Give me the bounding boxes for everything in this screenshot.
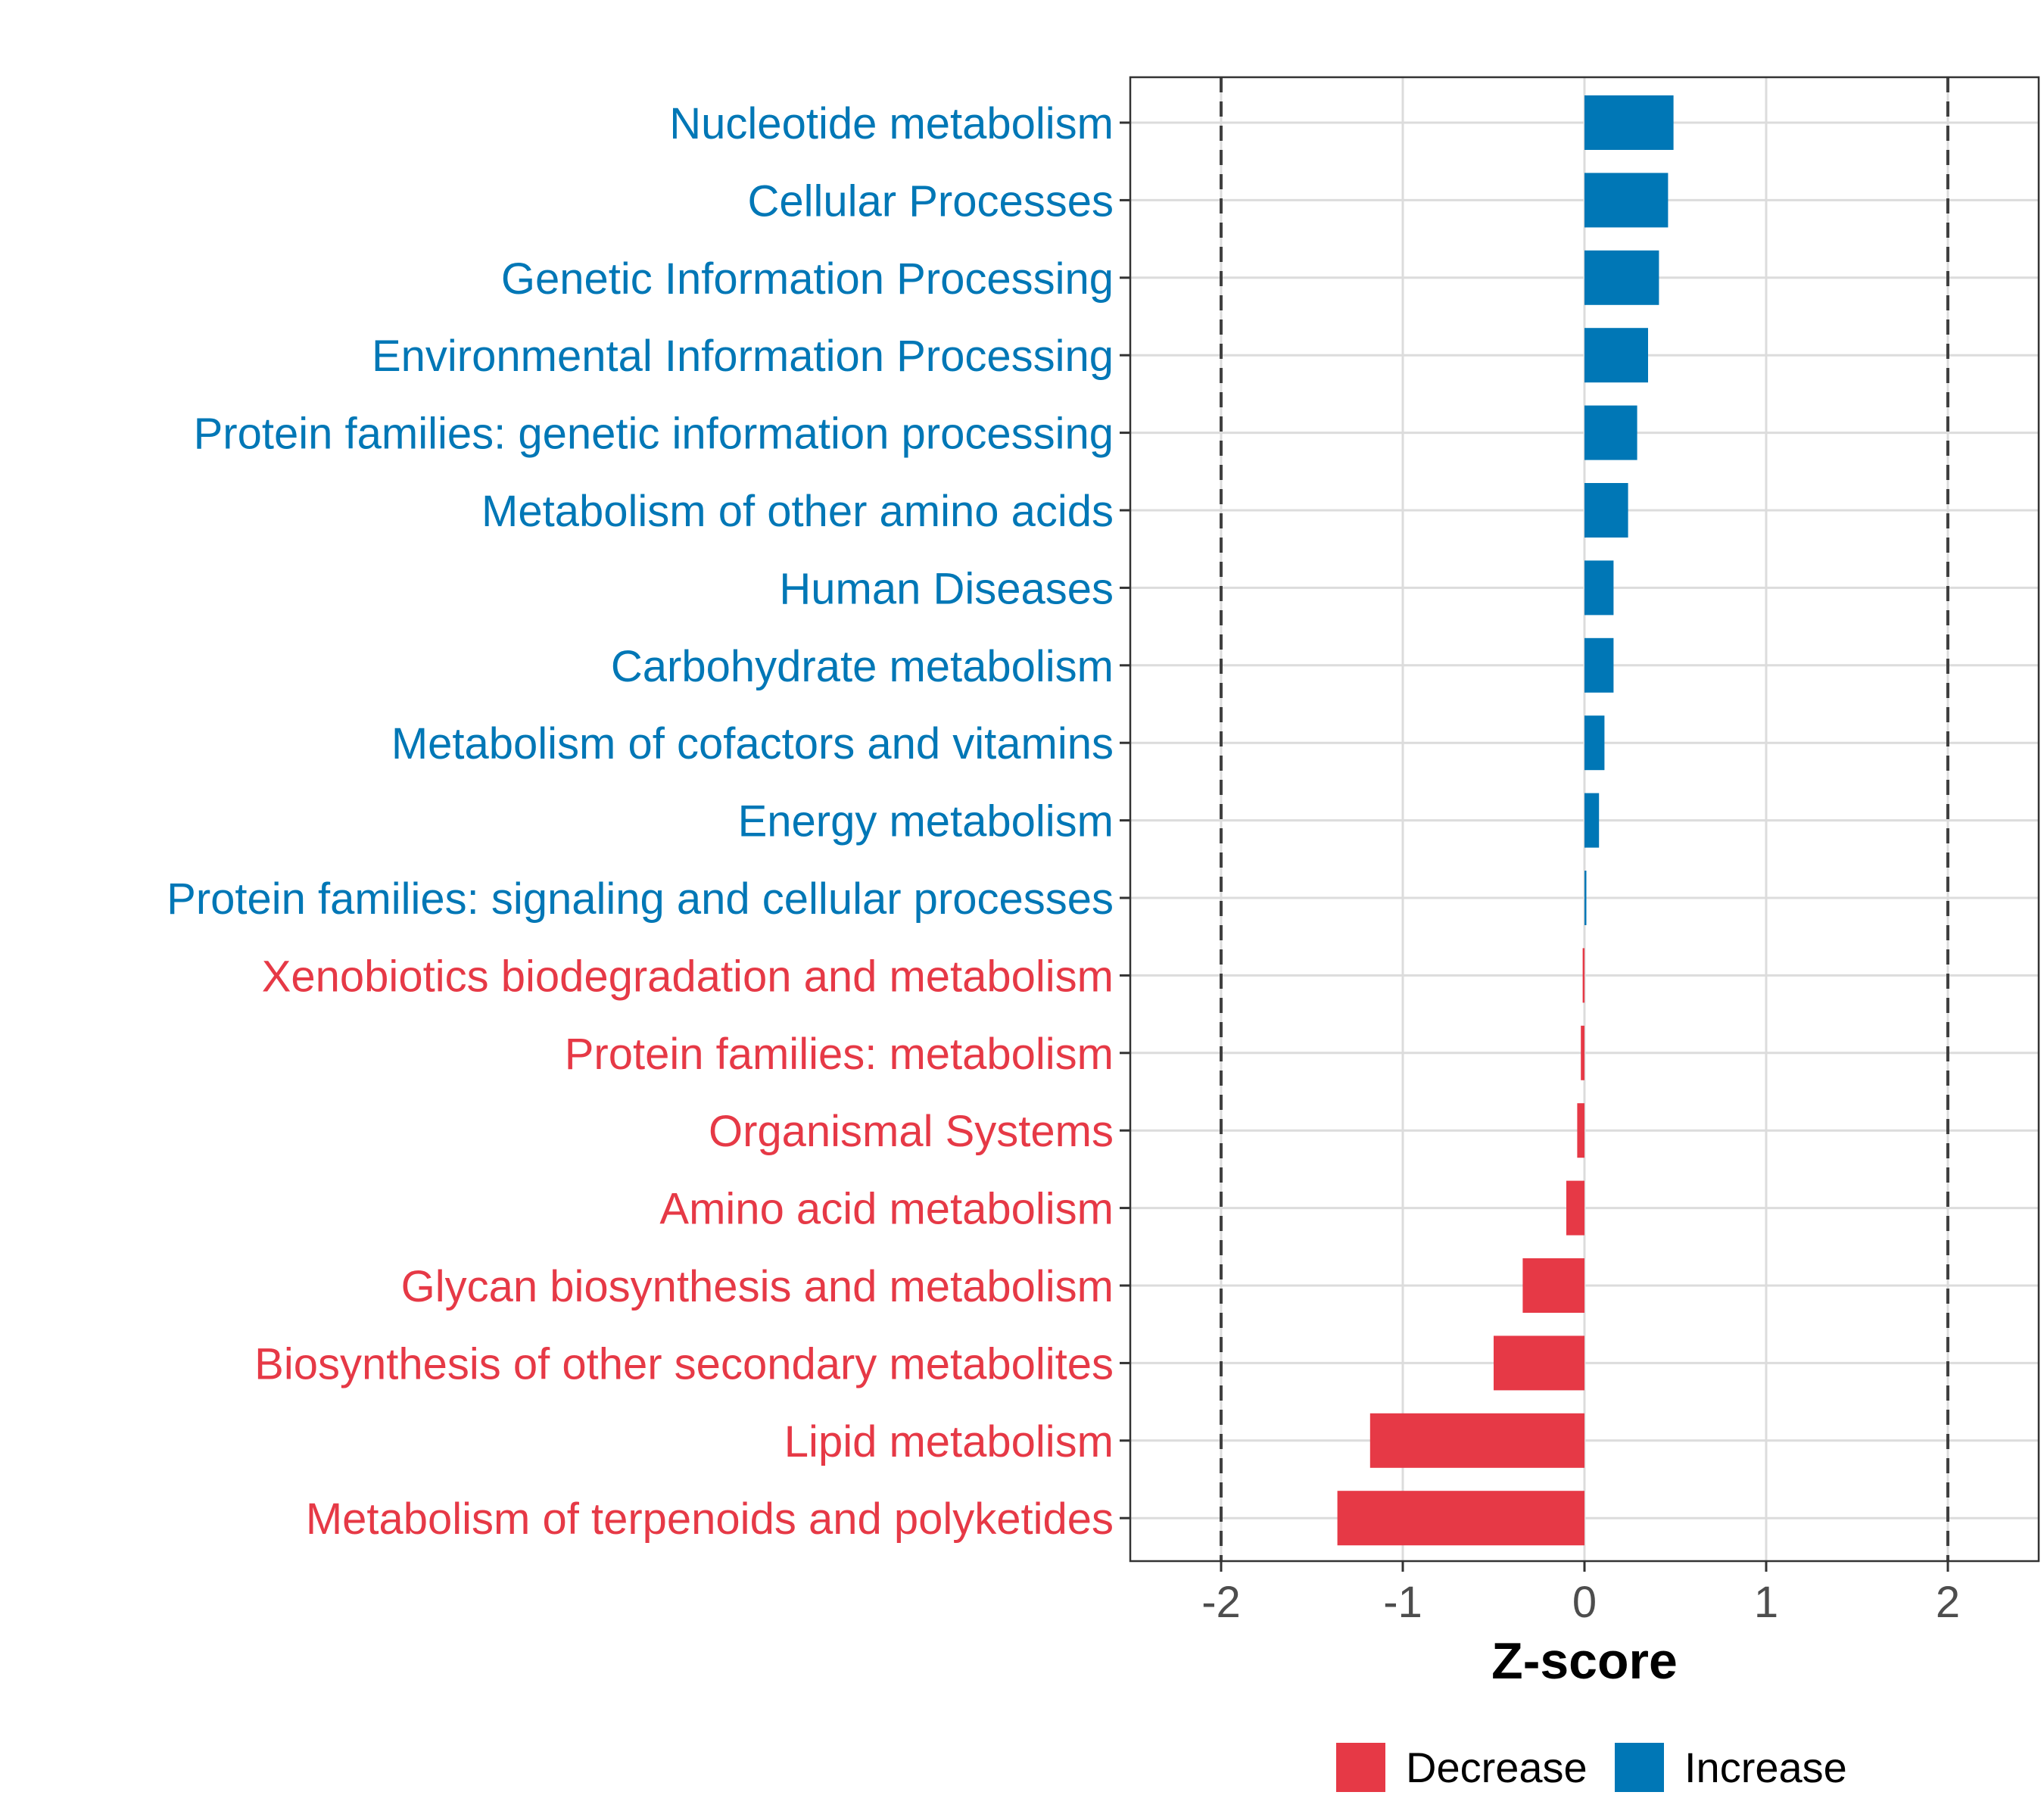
legend-label-decrease: Decrease xyxy=(1406,1744,1588,1791)
legend-label-increase: Increase xyxy=(1684,1744,1847,1791)
category-label-4: Environmental Information Processing xyxy=(372,332,1114,381)
category-label-17: Biosynthesis of other secondary metaboli… xyxy=(254,1339,1114,1388)
category-label-1: Nucleotide metabolism xyxy=(669,99,1114,148)
x-tick-label-0: -2 xyxy=(1201,1578,1241,1627)
x-axis-title: Z-score xyxy=(1491,1632,1678,1690)
y-axis-ticks xyxy=(1120,121,1130,1519)
category-label-14: Organismal Systems xyxy=(709,1107,1114,1156)
category-label-16: Glycan biosynthesis and metabolism xyxy=(401,1262,1114,1311)
reference-lines xyxy=(1220,77,1949,1561)
category-label-8: Carbohydrate metabolism xyxy=(611,642,1114,691)
category-label-3: Genetic Information Processing xyxy=(501,254,1114,304)
bar-15 xyxy=(1566,1180,1584,1236)
x-tick-label-4: 2 xyxy=(1936,1578,1960,1627)
bars xyxy=(1337,95,1674,1546)
bar-19 xyxy=(1337,1491,1584,1546)
bar-16 xyxy=(1522,1258,1584,1313)
category-label-6: Metabolism of other amino acids xyxy=(481,487,1114,536)
bar-11 xyxy=(1584,871,1587,925)
category-label-10: Energy metabolism xyxy=(738,797,1114,846)
category-label-18: Lipid metabolism xyxy=(784,1417,1114,1466)
bar-8 xyxy=(1584,637,1614,693)
bar-2 xyxy=(1584,173,1669,228)
category-label-11: Protein families: signaling and cellular… xyxy=(167,874,1114,924)
x-tick-label-1: -1 xyxy=(1383,1578,1422,1627)
category-label-2: Cellular Processes xyxy=(747,176,1114,226)
bar-12 xyxy=(1582,948,1585,1003)
x-tick-label-3: 1 xyxy=(1754,1578,1778,1627)
category-label-13: Protein families: metabolism xyxy=(565,1030,1114,1079)
category-label-5: Protein families: genetic information pr… xyxy=(194,410,1114,459)
bar-14 xyxy=(1577,1103,1584,1158)
x-axis-ticks: -2 -1 0 1 2 xyxy=(1201,1561,1960,1627)
category-labels: Nucleotide metabolism Cellular Processes G… xyxy=(167,99,1114,1544)
x-tick-label-2: 0 xyxy=(1572,1578,1597,1627)
bar-7 xyxy=(1584,560,1614,616)
bar-17 xyxy=(1494,1335,1584,1391)
bar-1 xyxy=(1584,95,1674,150)
legend-swatch-decrease xyxy=(1336,1743,1385,1792)
bar-3 xyxy=(1584,250,1659,305)
legend: Decrease Increase xyxy=(1336,1743,1847,1792)
bar-4 xyxy=(1584,328,1648,383)
category-label-19: Metabolism of terpenoids and polyketides xyxy=(306,1494,1114,1544)
bar-5 xyxy=(1584,405,1637,460)
category-label-12: Xenobiotics biodegradation and metabolis… xyxy=(262,952,1114,1001)
bar-9 xyxy=(1584,715,1605,771)
legend-swatch-increase xyxy=(1615,1743,1664,1792)
bar-6 xyxy=(1584,483,1628,538)
category-label-15: Amino acid metabolism xyxy=(659,1185,1114,1234)
category-label-7: Human Diseases xyxy=(779,564,1114,613)
bar-18 xyxy=(1369,1413,1584,1468)
category-label-9: Metabolism of cofactors and vitamins xyxy=(391,719,1114,768)
bar-10 xyxy=(1584,793,1600,848)
bar-13 xyxy=(1581,1025,1584,1080)
